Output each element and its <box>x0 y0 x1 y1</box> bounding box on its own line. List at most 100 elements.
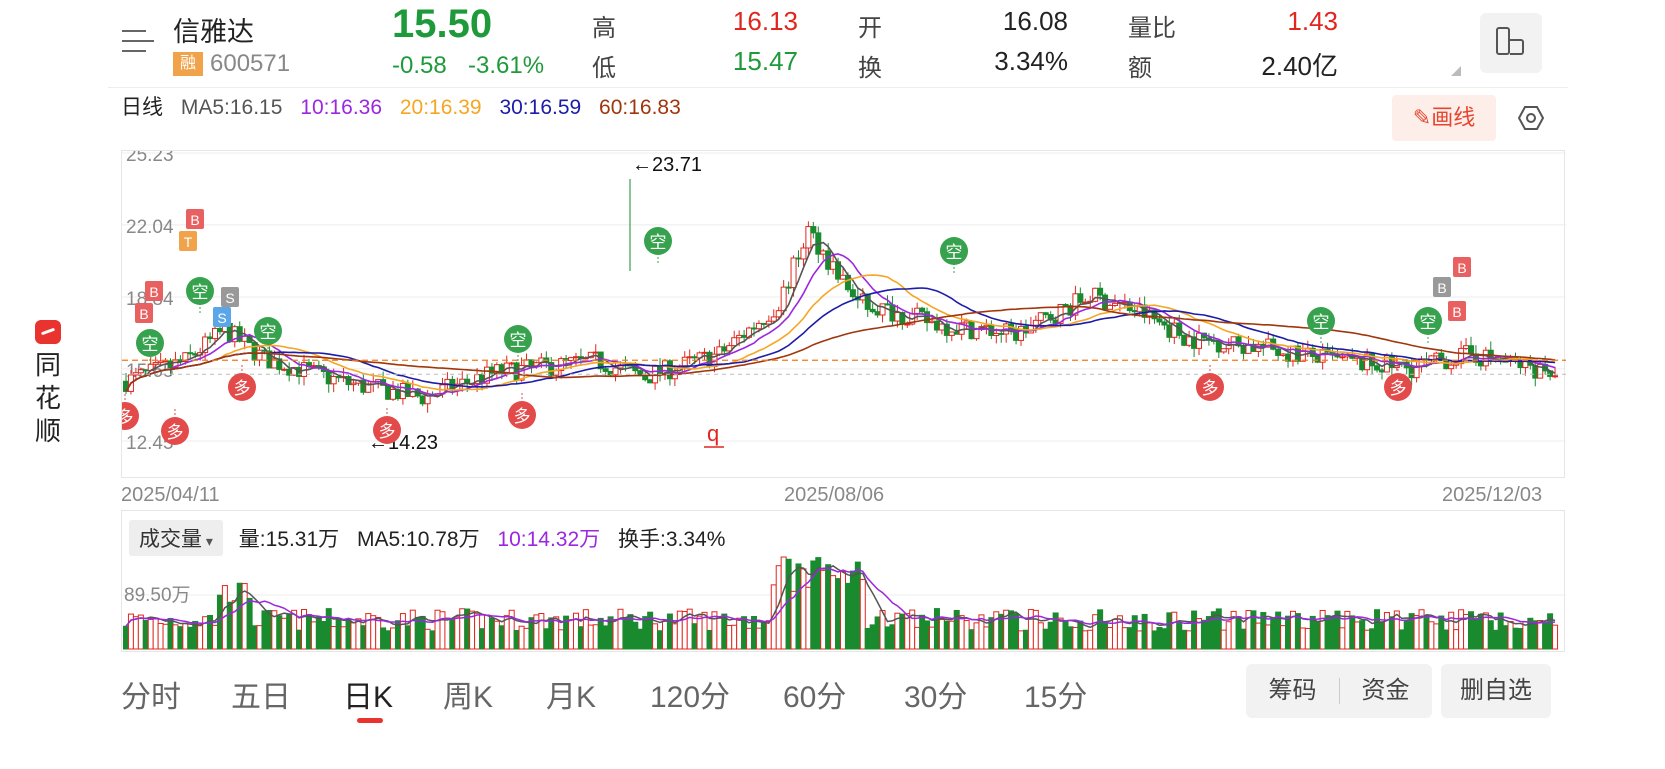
tab-120min[interactable]: 120分 <box>650 681 731 714</box>
volume-bar <box>152 617 159 650</box>
short-signal-badge-label: 空 <box>510 331 527 351</box>
candle-body <box>1314 355 1321 363</box>
candle-body <box>207 336 214 340</box>
volume-bar <box>350 622 357 650</box>
ma10-value: 10:16.36 <box>300 96 383 119</box>
volume-bar <box>582 609 589 650</box>
volume-bar <box>518 625 525 650</box>
volume-bar <box>835 578 842 650</box>
candle-body <box>216 327 223 333</box>
volume-bar <box>1502 625 1509 650</box>
t-signal-badge-label: T <box>184 234 193 250</box>
volume-bar <box>1364 629 1371 650</box>
menu-icon[interactable] <box>122 30 154 56</box>
volume-bar <box>1220 629 1227 650</box>
candle-body <box>889 304 896 322</box>
remove-watchlist-button[interactable]: 删自选 <box>1441 664 1551 718</box>
volume-bar <box>320 620 327 650</box>
volume-bar <box>840 571 846 650</box>
draw-line-button[interactable]: ✎画线 <box>1392 95 1496 141</box>
kline-chart-area[interactable]: 25.2322.0418.8415.6512.45←23.71←14.23q多多… <box>111 145 1566 478</box>
candle-body <box>983 324 990 328</box>
tab-monthly-k[interactable]: 月K <box>546 681 597 714</box>
volume-bar <box>929 626 936 650</box>
volume-bar <box>216 594 223 650</box>
volume-bar <box>914 626 921 650</box>
y-tick-label: 12.45 <box>126 433 174 454</box>
sell-signal-badge-label: S <box>225 290 234 306</box>
indicator-select[interactable]: 成交量 <box>129 520 223 556</box>
volume-bar <box>1354 621 1361 650</box>
volume-bar <box>790 590 797 650</box>
candle-body <box>869 308 876 313</box>
volume-bar <box>385 630 392 650</box>
candle-body <box>330 375 337 385</box>
tab-weekly-k[interactable]: 周K <box>443 681 494 714</box>
volume-bar <box>1458 609 1465 650</box>
settings-icon[interactable] <box>1518 105 1544 131</box>
candle-body <box>948 331 955 336</box>
tab-daily-k[interactable]: 日K <box>343 681 394 714</box>
volume-bar <box>825 564 832 650</box>
candle-body <box>701 351 708 354</box>
tab-30min[interactable]: 30分 <box>904 681 968 714</box>
volume-bar <box>760 622 767 650</box>
volume-bar <box>424 628 431 650</box>
candle-body <box>1161 321 1168 326</box>
volume-bar <box>884 626 891 650</box>
volume-bar <box>755 627 762 650</box>
period-label[interactable]: 日线 <box>121 96 163 119</box>
volume-ma10: 10:14.32万 <box>497 528 601 551</box>
tab-five-day[interactable]: 五日 <box>231 681 291 714</box>
amount-value: 2.40亿 <box>1261 51 1338 81</box>
ma30-line <box>125 287 1556 392</box>
volume-bar <box>1532 620 1539 650</box>
candle-body <box>736 334 743 339</box>
volume-bar <box>1428 621 1435 650</box>
volume-bar <box>849 570 856 650</box>
volume-bar <box>345 618 352 650</box>
candle-body <box>1408 367 1415 379</box>
volume-bar <box>973 622 980 650</box>
volume-bar <box>1052 612 1059 650</box>
tab-15min[interactable]: 15分 <box>1024 681 1088 714</box>
funds-button[interactable]: 资金 <box>1361 677 1410 704</box>
volume-bar <box>820 569 827 650</box>
volume-bar <box>434 609 441 650</box>
volume-bar <box>1240 628 1247 650</box>
sell-signal-badge <box>221 287 239 307</box>
rotate-screen-button[interactable] <box>1480 13 1542 73</box>
volume-bar <box>429 630 436 650</box>
expand-corner-icon[interactable] <box>1451 66 1461 76</box>
long-signal-badge <box>161 417 189 445</box>
volume-chart-area[interactable]: 89.50万 <box>121 510 1566 652</box>
kline-chart: 25.2322.0418.8415.6512.45←23.71←14.23q多多… <box>111 145 1566 454</box>
volume-bar <box>261 610 268 650</box>
chips-button[interactable]: 筹码 <box>1268 677 1317 704</box>
stock-name: 信雅达 <box>173 17 254 47</box>
price-change: -0.58 <box>392 52 447 79</box>
candle-body <box>251 341 258 361</box>
volume-bar <box>963 620 970 650</box>
buy-signal-badge-label: B <box>190 212 199 228</box>
candle-body <box>825 250 832 270</box>
candle-body <box>686 356 693 359</box>
volume-bar <box>1378 621 1385 650</box>
pencil-icon: ✎ <box>1412 105 1432 130</box>
tab-60min[interactable]: 60分 <box>783 681 847 714</box>
candle-body <box>1186 336 1193 346</box>
tab-intraday[interactable]: 分时 <box>121 681 181 714</box>
volume-bar <box>340 626 347 650</box>
volume-bar <box>241 583 248 650</box>
volume-bar <box>360 625 367 650</box>
volume-bar <box>1225 621 1232 650</box>
volume-bar <box>948 620 955 650</box>
candle-body <box>1275 348 1282 356</box>
volume-bar <box>266 609 273 650</box>
volume-bar <box>1136 630 1143 650</box>
volume-bar <box>1369 628 1376 650</box>
volume-bar <box>1507 621 1514 650</box>
candle-body <box>731 337 738 347</box>
turnover-value: 3.34% <box>994 46 1068 76</box>
high-value: 16.13 <box>732 6 798 36</box>
